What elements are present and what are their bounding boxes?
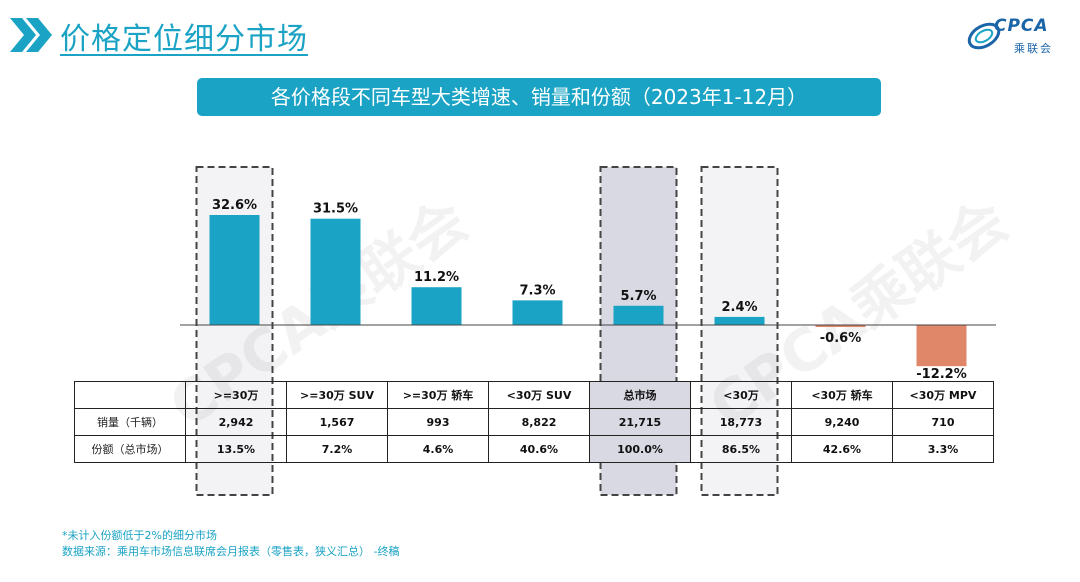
logo-text: CPCA [994, 16, 1049, 36]
logo-subtext: 乘联会 [1014, 42, 1053, 55]
bar [411, 287, 462, 325]
footnote-source: 数据来源：乘用车市场信息联席会月报表（零售表，狭义汇总） -终稿 [62, 545, 400, 558]
row-label: 份额（总市场） [74, 435, 186, 463]
data-label: -0.6% [820, 331, 861, 346]
bar [310, 218, 361, 325]
table-cell: 86.5% [690, 435, 792, 463]
bar [613, 305, 664, 325]
header: 价格定位细分市场 CPCA 乘联会 [0, 0, 1080, 70]
table-cell: 21,715 [589, 408, 691, 436]
table-cell: 7.2% [286, 435, 388, 463]
table-cell: 993 [387, 408, 489, 436]
category-header: <30万 [690, 381, 792, 409]
data-table: >=30万 >=30万 SUV >=30万 轿车 <30万 SUV 总市场 <30万 <30… [74, 381, 994, 463]
category-header: >=30万 SUV [286, 381, 388, 409]
data-label: 31.5% [313, 202, 358, 217]
cpca-logo: CPCA 乘联会 [966, 10, 1070, 60]
bar [209, 215, 260, 325]
table-header-row: >=30万 >=30万 SUV >=30万 轿车 <30万 SUV 总市场 <30万 <30… [74, 381, 994, 409]
bar [815, 325, 866, 328]
footnote-exclusion: *未计入份额低于2%的细分市场 [62, 529, 217, 542]
table-cell: 2,942 [185, 408, 287, 436]
data-label: 7.3% [519, 283, 555, 298]
table-cell: 1,567 [286, 408, 388, 436]
table-cell: 710 [892, 408, 994, 436]
table-cell: 3.3% [892, 435, 994, 463]
table-row: 销量（千辆） 2,942 1,567 993 8,822 21,715 18,773 9,24… [74, 408, 994, 436]
table-cell: 42.6% [791, 435, 893, 463]
page-title: 价格定位细分市场 [60, 22, 308, 57]
data-label: 2.4% [721, 300, 757, 315]
row-label: 销量（千辆） [74, 408, 186, 436]
table-corner-cell [74, 381, 186, 409]
bar [512, 300, 563, 325]
chevron-right-icon [10, 18, 52, 52]
data-label: -12.2% [916, 367, 967, 382]
table-cell: 4.6% [387, 435, 489, 463]
footnotes: *未计入份额低于2%的细分市场 数据来源：乘用车市场信息联席会月报表（零售表，狭… [62, 528, 399, 560]
bar [714, 316, 765, 325]
table-cell: 40.6% [488, 435, 590, 463]
chart-title-bar: 各价格段不同车型大类增速、销量和份额（2023年1-12月） [197, 78, 881, 116]
data-label: 32.6% [212, 198, 257, 213]
table-cell: 18,773 [690, 408, 792, 436]
category-header: >=30万 轿车 [387, 381, 489, 409]
category-header: <30万 轿车 [791, 381, 893, 409]
table-cell: 8,822 [488, 408, 590, 436]
table-cell: 100.0% [589, 435, 691, 463]
table-cell: 9,240 [791, 408, 893, 436]
category-header: <30万 MPV [892, 381, 994, 409]
table-row: 份额（总市场） 13.5% 7.2% 4.6% 40.6% 100.0% 86.5% 42.6… [74, 435, 994, 463]
category-header: <30万 SUV [488, 381, 590, 409]
data-label: 5.7% [620, 289, 656, 304]
category-header: >=30万 [185, 381, 287, 409]
logo-emblem-icon [967, 22, 1001, 50]
category-header: 总市场 [589, 381, 691, 409]
data-label: 11.2% [414, 270, 459, 285]
table-cell: 13.5% [185, 435, 287, 463]
bar [916, 325, 967, 367]
